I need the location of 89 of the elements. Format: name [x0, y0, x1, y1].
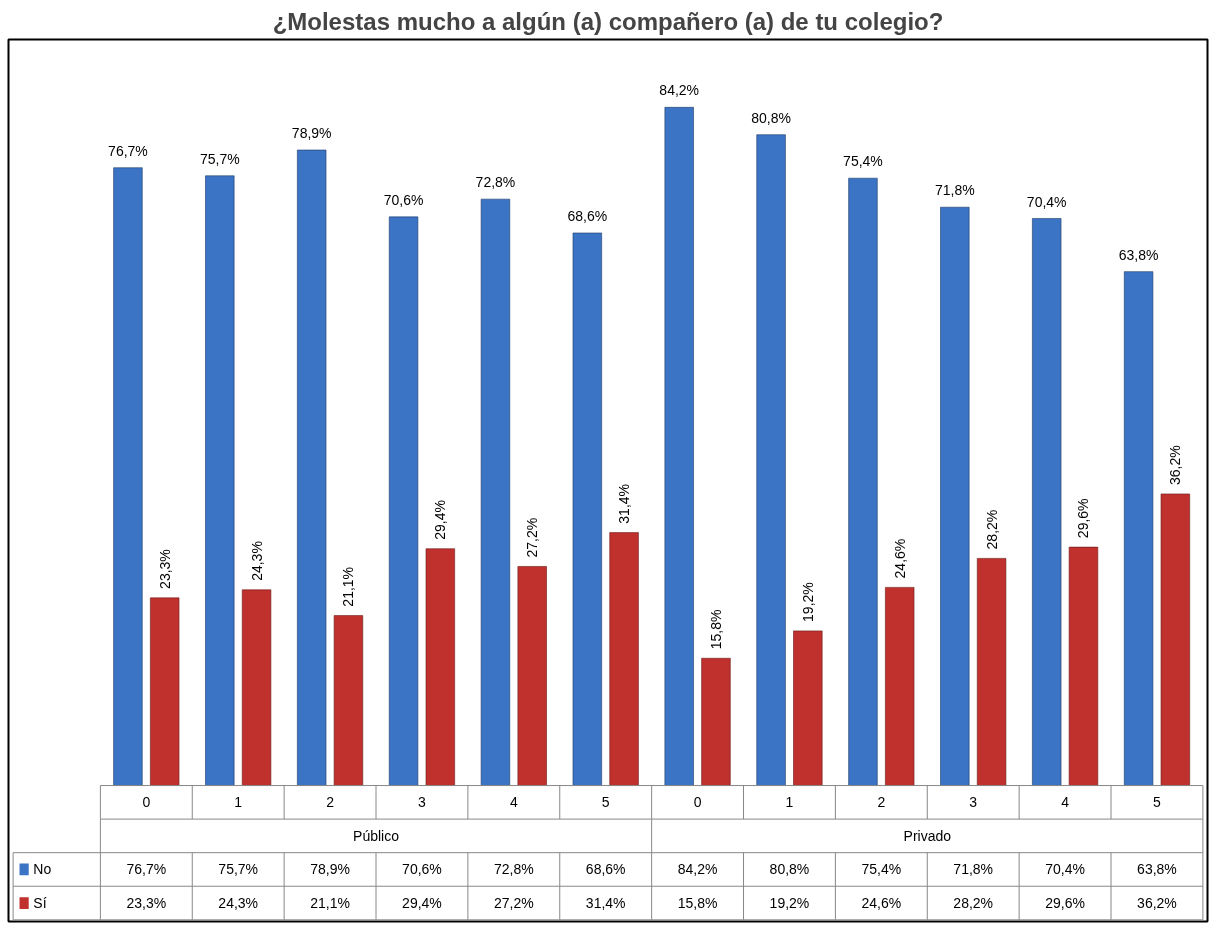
bar: [517, 566, 547, 786]
bar: [1032, 218, 1062, 786]
x-tick-label: 1: [785, 794, 794, 811]
text: 24,6%: [891, 538, 908, 579]
bar: [333, 615, 364, 786]
data-label: 78,9%: [310, 861, 350, 878]
text: 68,6%: [567, 208, 608, 225]
bar: [885, 587, 915, 786]
text: 36,2%: [1167, 445, 1184, 485]
bar: [113, 167, 143, 786]
text: 76,7%: [108, 142, 148, 159]
text: 84,2%: [659, 82, 700, 99]
text: 29,6%: [1075, 498, 1092, 539]
text: 23,3%: [156, 549, 173, 589]
data-label: 70,4%: [1045, 861, 1085, 878]
data-label: 72,8%: [493, 861, 534, 878]
text: 75,4%: [843, 153, 883, 170]
data-label: 76,7%: [126, 861, 167, 878]
bar: [241, 589, 272, 786]
text: 63,8%: [1118, 246, 1159, 263]
bar: [976, 558, 1007, 786]
x-tick-label: 0: [693, 794, 702, 811]
x-tick-label: 5: [601, 794, 610, 811]
data-label: 75,4%: [861, 861, 902, 878]
text: 70,4%: [1026, 193, 1067, 210]
bar: [205, 175, 235, 786]
text: 78,9%: [291, 125, 332, 142]
bar: [425, 548, 455, 786]
bar: [388, 216, 419, 786]
bar: [1160, 493, 1190, 786]
text: 15,8%: [707, 609, 724, 650]
data-label: 24,6%: [861, 895, 902, 912]
data-label: 29,6%: [1045, 895, 1085, 912]
data-label: 36,2%: [1137, 895, 1177, 912]
data-label: 24,3%: [218, 895, 259, 912]
data-label: 31,4%: [585, 895, 626, 912]
data-label: 70,6%: [402, 861, 442, 878]
text: 75,7%: [199, 150, 240, 167]
text: 71,8%: [934, 182, 975, 199]
data-label: 75,7%: [218, 861, 259, 878]
bar: [664, 107, 694, 786]
text: 28,2%: [983, 509, 1000, 550]
bar: [940, 206, 970, 786]
data-label: 15,8%: [677, 895, 718, 912]
bar: [609, 532, 639, 786]
text: 31,4%: [616, 483, 633, 524]
bar: [1123, 271, 1154, 786]
bar: [297, 149, 327, 786]
x-tick-label: 2: [326, 794, 335, 811]
text: 19,2%: [799, 582, 816, 622]
text: 27,2%: [524, 517, 541, 558]
x-tick-label: 3: [418, 794, 427, 811]
x-tick-label: 5: [1153, 794, 1162, 811]
x-tick-label: 3: [969, 794, 978, 811]
text: 80,8%: [751, 109, 791, 126]
text: 29,4%: [432, 500, 449, 540]
legend-label: No: [33, 861, 52, 878]
x-tick-label: 4: [509, 794, 518, 811]
data-label: 63,8%: [1137, 861, 1177, 878]
x-tick-label: 1: [234, 794, 243, 811]
data-label: 21,1%: [310, 895, 350, 912]
bar: [848, 177, 878, 786]
data-label: 27,2%: [493, 895, 534, 912]
text: Privado: [903, 827, 952, 844]
x-tick-label: 2: [877, 794, 886, 811]
chart-title: ¿Molestas mucho a algún (a) compañero (a) de tu colegio?: [272, 7, 944, 35]
data-label: 23,3%: [126, 895, 167, 912]
legend-label: Sí: [33, 895, 47, 912]
bar: [756, 134, 786, 786]
bar: [480, 198, 511, 786]
bar: [572, 232, 602, 786]
bar: [701, 657, 731, 786]
data-label: 84,2%: [677, 861, 718, 878]
text: 72,8%: [475, 174, 516, 191]
bar: [793, 630, 823, 786]
text: 21,1%: [340, 566, 357, 607]
bar: [1068, 546, 1099, 786]
text: 24,3%: [248, 541, 265, 581]
bar: [150, 597, 180, 786]
data-label: 28,2%: [953, 895, 994, 912]
data-label: 19,2%: [769, 895, 810, 912]
data-label: 68,6%: [585, 861, 626, 878]
x-tick-label: 0: [142, 794, 151, 811]
data-label: 80,8%: [769, 861, 810, 878]
text: Público: [353, 827, 400, 844]
text: 70,6%: [383, 191, 424, 208]
data-label: 29,4%: [402, 895, 442, 912]
data-label: 71,8%: [953, 861, 994, 878]
x-tick-label: 4: [1061, 794, 1070, 811]
